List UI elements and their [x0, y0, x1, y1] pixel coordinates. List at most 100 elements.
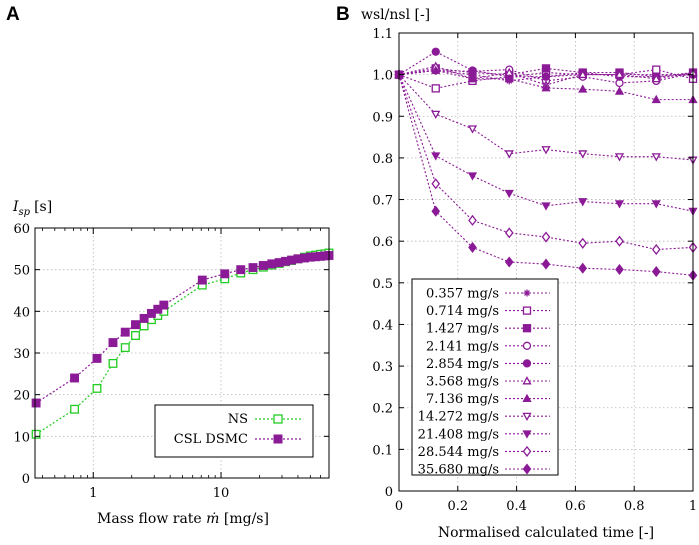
legend-marker-2-141-mg-s	[522, 341, 532, 350]
data-point-csl-dsmc	[131, 320, 140, 330]
legend-label-0-714-mg-s: 0.714 mg/s	[426, 304, 499, 319]
panel-b-grid	[399, 33, 693, 491]
legend-label-28-544-mg-s: 28.544 mg/s	[418, 445, 499, 460]
data-point-7-136-mg-s	[541, 83, 551, 92]
legend-label-1-427-mg-s: 1.427 mg/s	[426, 322, 499, 337]
panel-b-letter: B	[336, 4, 350, 25]
legend-label-3-568-mg-s: 3.568 mg/s	[426, 375, 499, 390]
panel-a-ytick-label: 60	[13, 222, 30, 237]
panel-a-xlabel-symbol: ṁ	[206, 511, 219, 527]
panel-b-ytick-label: 0.8	[372, 152, 393, 167]
legend-marker-28-544-mg-s	[522, 445, 532, 457]
data-point-ns	[92, 383, 102, 393]
panel-b-ytick-label: 0.1	[372, 443, 393, 458]
panel-b-xtick-label: 0.6	[565, 499, 586, 514]
panel-b-frame	[398, 32, 694, 492]
data-point-csl-dsmc	[236, 265, 246, 275]
data-point-ns	[108, 358, 118, 368]
data-point-csl-dsmc	[70, 373, 80, 383]
panel-b-legend-box	[411, 278, 559, 476]
panel-a-xtick-label: 1	[89, 486, 97, 501]
data-point-28-544-mg-s	[651, 243, 661, 256]
series-line-21-408-mg-s	[398, 74, 694, 212]
data-point-28-544-mg-s	[504, 227, 514, 239]
panel-b-ytick-label: 0.7	[372, 194, 393, 209]
data-point-7-136-mg-s	[578, 84, 588, 93]
panel-a-ylabel-unit: [s]	[34, 199, 52, 215]
panel-a-legend: NS CSL DSMC	[154, 404, 314, 458]
panel-b-xtick-label: 0	[395, 499, 403, 514]
data-point-21-408-mg-s	[578, 198, 588, 207]
data-point-7-136-mg-s	[651, 94, 661, 104]
panel-b-ytick-label: 0.2	[372, 402, 393, 417]
series-line-0-714-mg-s	[398, 69, 694, 89]
panel-a-ytick-label: 40	[13, 305, 30, 320]
panel-a-legend-box	[154, 404, 314, 458]
data-point-csl-dsmc	[197, 275, 207, 285]
legend-marker-21-408-mg-s	[522, 430, 532, 439]
panel-b-ytick-label: 0	[385, 485, 393, 500]
data-point-21-408-mg-s	[541, 202, 551, 211]
panel-b-chart: 0 0.1 0.2 0.3 0.4 0.5 0.6 0.7 0.8 0.9 1.0 1.1 0 0.2 0.…	[361, 7, 698, 541]
data-point-ns	[131, 331, 140, 340]
data-point-14-272-mg-s	[504, 150, 514, 159]
panel-b-ytick-label: 0.4	[372, 318, 393, 333]
series-line-14-272-mg-s	[398, 74, 694, 161]
legend-label-2-854-mg-s: 2.854 mg/s	[426, 357, 499, 372]
data-point-14-272-mg-s	[541, 146, 551, 155]
data-point-14-272-mg-s	[467, 125, 478, 134]
data-point-csl-dsmc	[220, 269, 230, 279]
data-point-14-272-mg-s	[578, 150, 588, 159]
data-point-2-854-mg-s	[541, 72, 551, 81]
data-point-csl-dsmc	[31, 398, 41, 408]
panel-a-xtick-label: 10	[213, 486, 230, 501]
data-point-21-408-mg-s	[614, 200, 625, 209]
legend-label-0-357-mg-s: 0.357 mg/s	[426, 287, 499, 302]
panel-b-ytick-label: 0.6	[372, 235, 393, 250]
legend-label-14-272-mg-s: 14.272 mg/s	[418, 410, 499, 425]
panel-a-ytick-label: 30	[13, 347, 30, 362]
panel-b-ticks: 0 0.1 0.2 0.3 0.4 0.5 0.6 0.7 0.8 0.9 1.0 1.1 0 0.2 0.…	[372, 27, 697, 514]
panel-a-letter: A	[6, 4, 20, 25]
panel-a-xlabel-unit: [mg/s]	[224, 511, 269, 527]
data-point-35-680-mg-s	[651, 266, 661, 278]
legend-marker-0-714-mg-s	[522, 306, 532, 315]
data-point-14-272-mg-s	[651, 153, 661, 162]
data-point-21-408-mg-s	[467, 172, 478, 181]
panel-b-xtick-label: 1	[689, 499, 697, 514]
panel-b-ytick-label: 0.5	[372, 277, 393, 292]
data-point-7-136-mg-s	[467, 73, 478, 83]
data-point-ns	[139, 321, 149, 331]
panel-b-ytick-label: 1.0	[372, 69, 393, 84]
panel-a-ylabel-symbol: I	[12, 199, 19, 215]
data-point-28-544-mg-s	[541, 231, 551, 243]
panel-b-ytick-label: 0.3	[372, 360, 393, 375]
panel-a-chart: 0 10 20 30 40 50 60 1 10 Isp [s] Mass flow rate ṁ…	[12, 199, 334, 527]
panel-a-ytick-label: 0	[22, 472, 30, 487]
data-point-35-680-mg-s	[504, 256, 514, 268]
panel-b-xtick-label: 0.8	[624, 499, 645, 514]
data-point-28-544-mg-s	[615, 235, 624, 247]
data-point-35-680-mg-s	[615, 263, 624, 276]
data-point-csl-dsmc	[267, 259, 277, 269]
legend-marker-1-427-mg-s	[522, 324, 532, 333]
data-point-35-680-mg-s	[431, 205, 441, 217]
panel-b-xlabel: Normalised calculated time [-]	[438, 525, 654, 541]
panel-b-xtick-label: 0.4	[506, 499, 527, 514]
panel-b-ylabel: wsl/nsl [-]	[361, 7, 430, 23]
data-point-1-427-mg-s	[541, 64, 551, 73]
panel-b-xtick-label: 0.2	[447, 499, 468, 514]
legend-label-21-408-mg-s: 21.408 mg/s	[418, 427, 499, 442]
series-line-2-854-mg-s	[398, 51, 694, 78]
series-line-csl-dsmc	[35, 254, 330, 404]
legend-marker-csl-dsmc	[273, 434, 283, 444]
data-point-csl-dsmc	[159, 300, 169, 310]
panel-a-ytick-label: 50	[13, 264, 30, 279]
data-point-7-136-mg-s	[614, 86, 625, 95]
data-point-3-568-mg-s	[578, 69, 588, 79]
data-point-7-136-mg-s	[431, 65, 441, 74]
legend-marker-14-272-mg-s	[522, 412, 532, 422]
series-line-28-544-mg-s	[398, 74, 694, 251]
data-point-35-680-mg-s	[468, 241, 477, 253]
